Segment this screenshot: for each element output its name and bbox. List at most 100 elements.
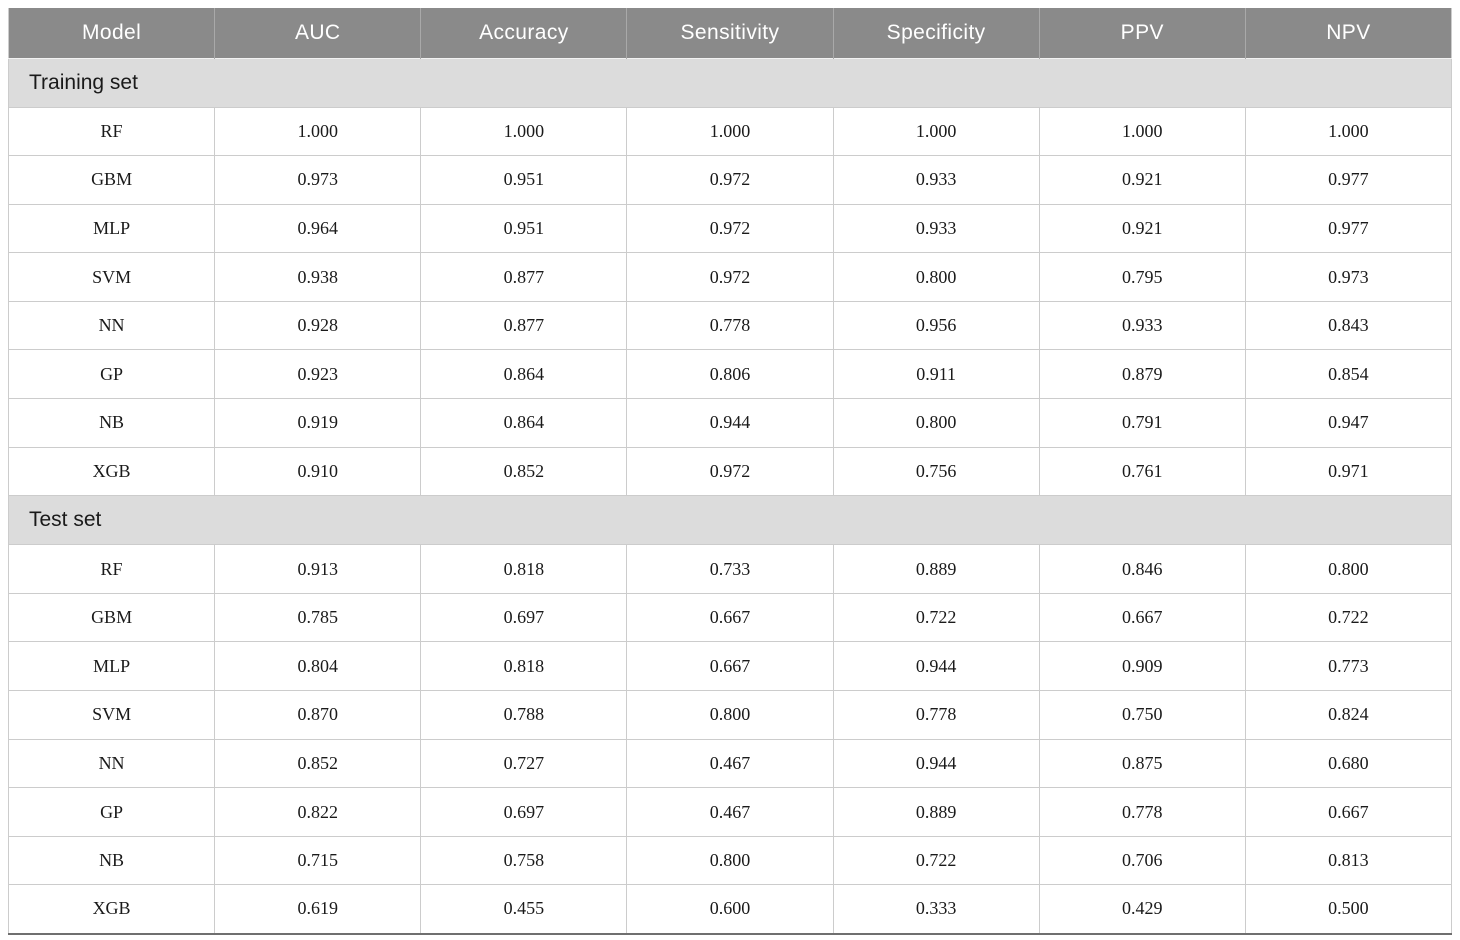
value-cell: 0.977 [1245,204,1452,254]
value-cell: 0.972 [626,252,834,302]
value-cell: 0.910 [214,447,422,497]
value-cell: 0.964 [214,204,422,254]
value-cell: 0.889 [833,544,1040,594]
value-cell: 0.921 [1039,204,1246,254]
value-cell: 0.956 [833,301,1040,351]
value-cell: 0.875 [1039,739,1246,789]
model-cell: NB [8,398,216,448]
value-cell: 0.773 [1245,641,1452,692]
model-cell: MLP [8,641,216,692]
value-cell: 0.870 [214,690,422,740]
model-cell: RF [8,107,216,157]
value-cell: 0.973 [214,155,422,205]
table-row: RF 1.000 1.000 1.000 1.000 1.000 1.000 [8,107,1452,157]
value-cell: 0.795 [1039,252,1246,302]
value-cell: 0.947 [1245,398,1452,448]
value-cell: 0.977 [1245,155,1452,205]
table-row: GP 0.822 0.697 0.467 0.889 0.778 0.667 [8,787,1452,837]
value-cell: 0.758 [420,836,628,886]
value-cell: 0.800 [626,690,834,740]
value-cell: 0.951 [420,204,628,254]
value-cell: 0.467 [626,739,834,789]
section-row: Test set [8,495,1452,546]
value-cell: 0.727 [420,739,628,789]
value-cell: 0.800 [833,252,1040,302]
value-cell: 0.722 [833,593,1040,643]
value-cell: 0.889 [833,787,1040,837]
value-cell: 1.000 [420,107,628,157]
table-row: NN 0.928 0.877 0.778 0.956 0.933 0.843 [8,301,1452,351]
value-cell: 0.864 [420,349,628,400]
value-cell: 0.778 [626,301,834,351]
model-cell: GP [8,787,216,837]
value-cell: 0.923 [214,349,422,400]
value-cell: 0.921 [1039,155,1246,205]
value-cell: 0.973 [1245,252,1452,302]
model-cell: NN [8,301,216,351]
model-cell: NN [8,739,216,789]
value-cell: 1.000 [626,107,834,157]
value-cell: 0.619 [214,884,422,934]
table-row: NB 0.715 0.758 0.800 0.722 0.706 0.813 [8,836,1452,886]
value-cell: 0.971 [1245,447,1452,497]
column-header-npv: NPV [1245,8,1452,58]
value-cell: 1.000 [214,107,422,157]
value-cell: 0.788 [420,690,628,740]
table-row: GP 0.923 0.864 0.806 0.911 0.879 0.854 [8,349,1452,400]
table-row: XGB 0.910 0.852 0.972 0.756 0.761 0.971 [8,447,1452,497]
value-cell: 0.944 [833,641,1040,692]
value-cell: 1.000 [833,107,1040,157]
column-header-specificity: Specificity [833,8,1040,58]
value-cell: 0.806 [626,349,834,400]
value-cell: 0.919 [214,398,422,448]
model-cell: RF [8,544,216,594]
table-header: Model AUC Accuracy Sensitivity Specifici… [8,8,1452,58]
table-row: MLP 0.804 0.818 0.667 0.944 0.909 0.773 [8,641,1452,692]
value-cell: 0.756 [833,447,1040,497]
model-cell: NB [8,836,216,886]
table-body: Training set RF 1.000 1.000 1.000 1.000 1.000 1… [8,57,1452,934]
value-cell: 0.909 [1039,641,1246,692]
section-row: Training set [8,57,1452,108]
value-cell: 0.455 [420,884,628,934]
value-cell: 0.800 [626,836,834,886]
value-cell: 0.680 [1245,739,1452,789]
value-cell: 0.852 [420,447,628,497]
value-cell: 0.800 [833,398,1040,448]
table-row: MLP 0.964 0.951 0.972 0.933 0.921 0.977 [8,204,1452,254]
value-cell: 0.852 [214,739,422,789]
model-cell: XGB [8,884,216,934]
value-cell: 0.500 [1245,884,1452,934]
value-cell: 0.706 [1039,836,1246,886]
value-cell: 0.843 [1245,301,1452,351]
value-cell: 0.778 [833,690,1040,740]
value-cell: 0.951 [420,155,628,205]
table-row: GBM 0.973 0.951 0.972 0.933 0.921 0.977 [8,155,1452,205]
column-header-accuracy: Accuracy [420,8,628,58]
value-cell: 0.933 [1039,301,1246,351]
value-cell: 0.824 [1245,690,1452,740]
value-cell: 1.000 [1245,107,1452,157]
value-cell: 0.761 [1039,447,1246,497]
value-cell: 0.467 [626,787,834,837]
value-cell: 0.333 [833,884,1040,934]
table-row: SVM 0.938 0.877 0.972 0.800 0.795 0.973 [8,252,1452,302]
value-cell: 0.800 [1245,544,1452,594]
table-row: GBM 0.785 0.697 0.667 0.722 0.667 0.722 [8,593,1452,643]
column-header-ppv: PPV [1039,8,1246,58]
value-cell: 0.722 [1245,593,1452,643]
section-label: Test set [8,495,1452,546]
value-cell: 0.715 [214,836,422,886]
value-cell: 0.818 [420,544,628,594]
model-cell: GBM [8,155,216,205]
column-header-sensitivity: Sensitivity [626,8,834,58]
model-cell: GBM [8,593,216,643]
value-cell: 0.913 [214,544,422,594]
section-label: Training set [8,57,1452,108]
value-cell: 0.791 [1039,398,1246,448]
model-cell: GP [8,349,216,400]
table-row: SVM 0.870 0.788 0.800 0.778 0.750 0.824 [8,690,1452,740]
value-cell: 0.697 [420,593,628,643]
value-cell: 0.854 [1245,349,1452,400]
